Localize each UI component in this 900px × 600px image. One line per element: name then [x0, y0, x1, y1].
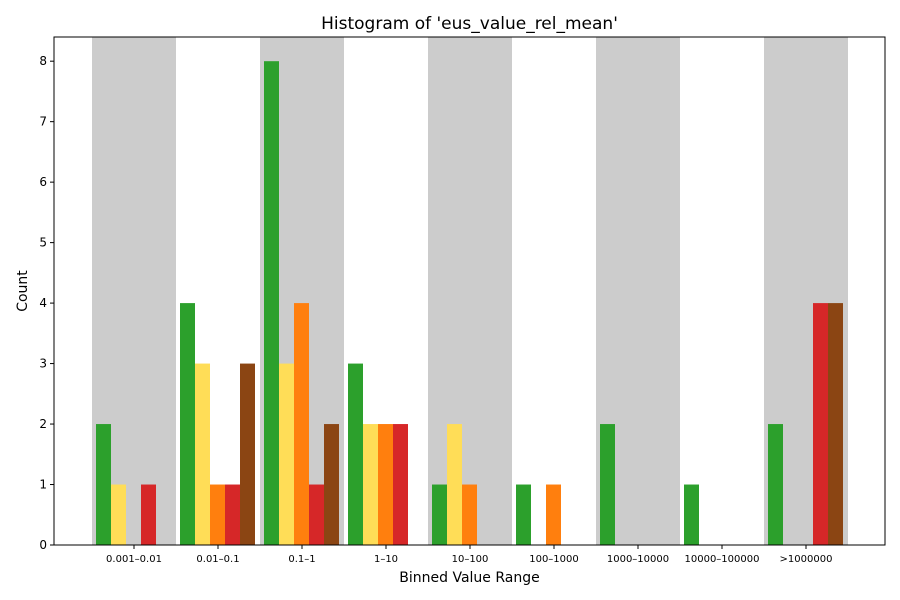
bar [393, 424, 408, 545]
y-tick-label: 4 [39, 296, 47, 310]
bar [141, 484, 156, 545]
bar [462, 484, 477, 545]
y-axis-label: Count [15, 270, 31, 312]
y-tick-label: 6 [39, 175, 47, 189]
bar [828, 303, 843, 545]
bar [378, 424, 393, 545]
x-axis-label: Binned Value Range [399, 570, 539, 586]
y-tick-label: 5 [39, 236, 47, 250]
bar [324, 424, 339, 545]
y-tick-label: 3 [39, 357, 47, 371]
y-tick-label: 8 [39, 54, 47, 68]
x-tick-label: 10–100 [452, 554, 489, 565]
bar [684, 484, 699, 545]
bar [363, 424, 378, 545]
bar [210, 484, 225, 545]
bar [279, 363, 294, 545]
bar [447, 424, 462, 545]
x-tick-label: 100–1000 [529, 554, 579, 565]
chart-title: Histogram of 'eus_value_rel_mean' [321, 14, 618, 34]
x-tick-label: 1000–10000 [607, 554, 669, 565]
x-tick-label: 10000–100000 [685, 554, 760, 565]
x-tick-label: 0.001–0.01 [106, 554, 162, 565]
y-tick-label: 2 [39, 417, 47, 431]
bar [240, 363, 255, 545]
bar [225, 484, 240, 545]
bar [294, 303, 309, 545]
y-tick-label: 7 [39, 115, 47, 129]
bar [96, 424, 111, 545]
bar-marks [96, 61, 843, 545]
y-axis: 0 1 2 3 4 5 6 7 8 [39, 54, 54, 552]
bar [348, 363, 363, 545]
x-tick-label: 0.1–1 [288, 554, 315, 565]
y-tick-label: 1 [39, 478, 47, 492]
bar [432, 484, 447, 545]
category-band [428, 37, 512, 545]
bar [546, 484, 561, 545]
bar [600, 424, 615, 545]
bar [111, 484, 126, 545]
bar [264, 61, 279, 545]
x-axis: 0.001–0.01 0.01–0.1 0.1–1 1–10 10–100 100–100… [106, 545, 832, 565]
x-tick-label: 1–10 [374, 554, 398, 565]
bar [768, 424, 783, 545]
bar [309, 484, 324, 545]
bar [195, 363, 210, 545]
y-tick-label: 0 [39, 538, 47, 552]
bar [813, 303, 828, 545]
x-tick-label: >1000000 [780, 554, 833, 565]
bar [180, 303, 195, 545]
x-tick-label: 0.01–0.1 [196, 554, 239, 565]
bar [516, 484, 531, 545]
